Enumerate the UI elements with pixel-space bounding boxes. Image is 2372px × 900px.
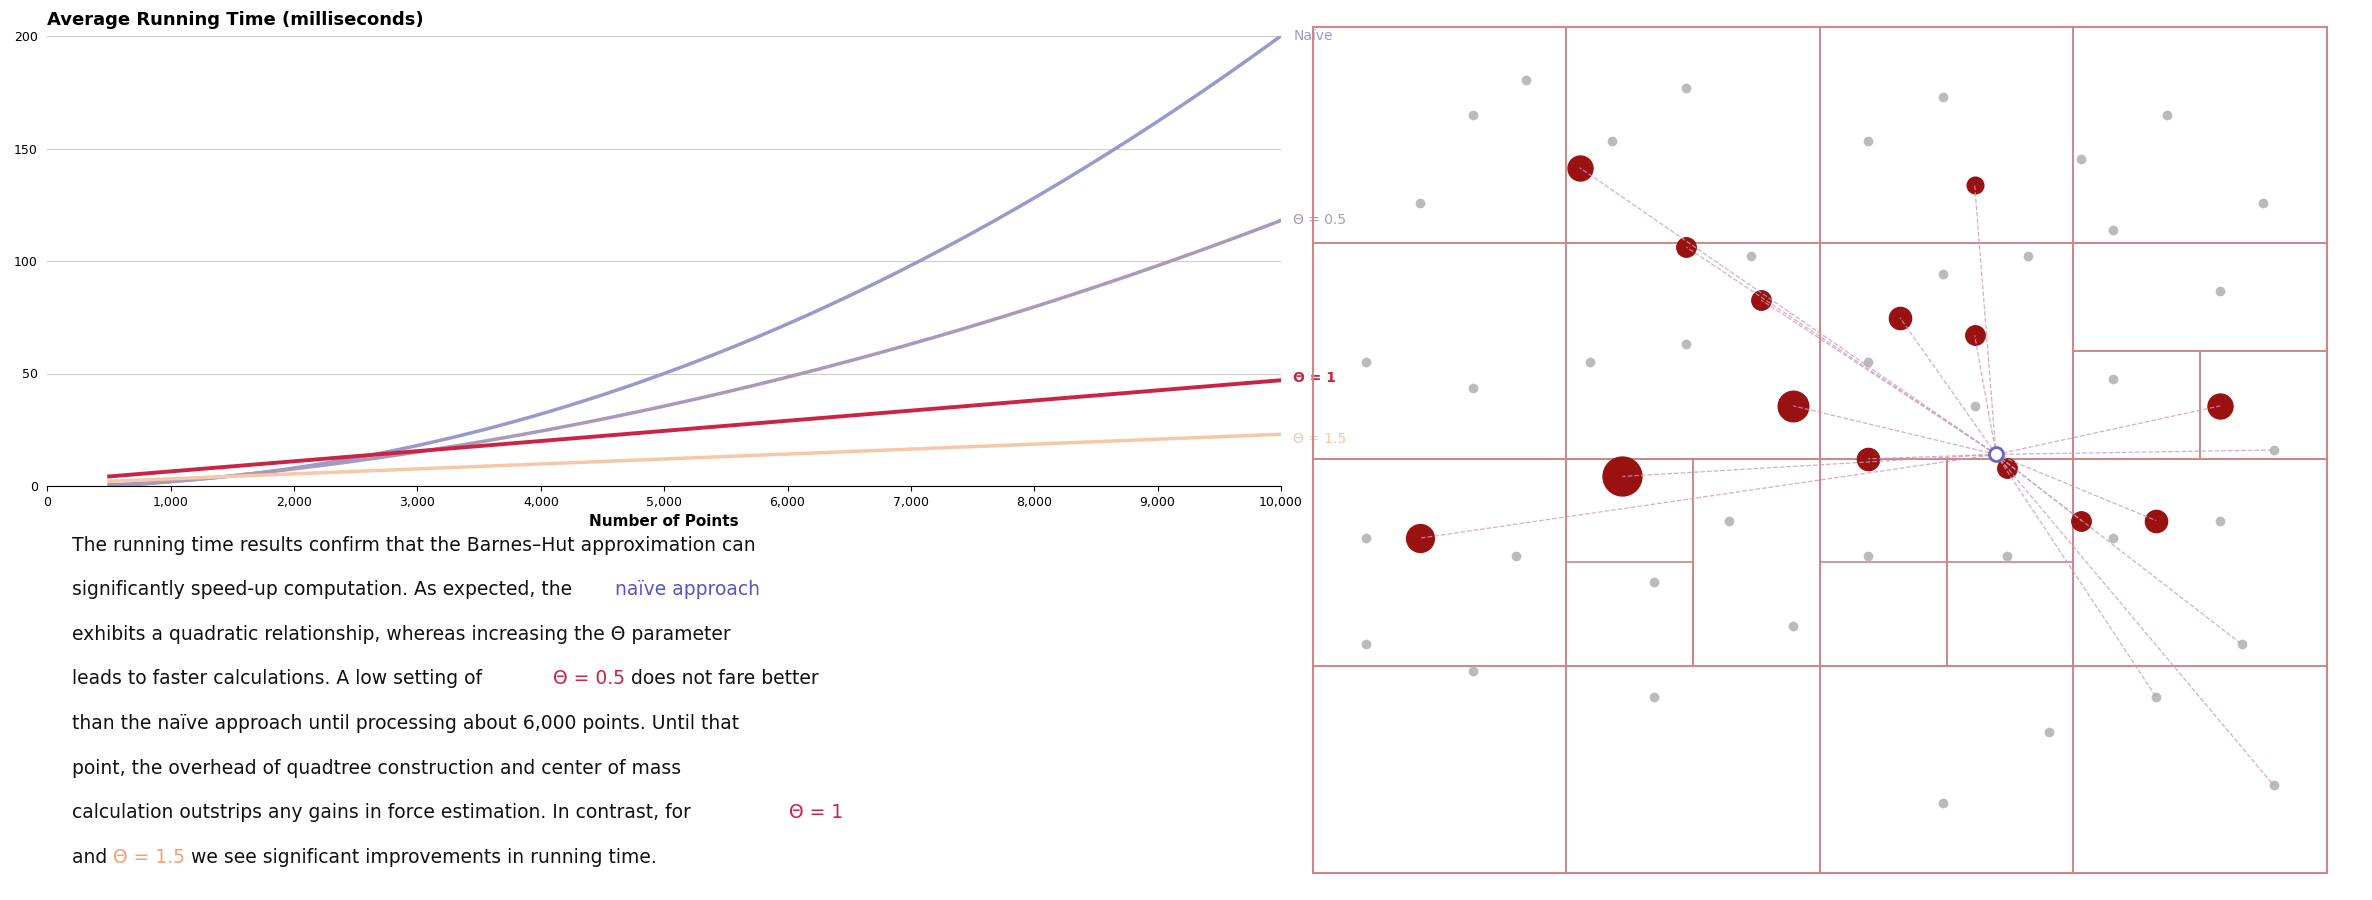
Text: exhibits a quadratic relationship, whereas increasing the Θ parameter: exhibits a quadratic relationship, where… <box>71 625 731 643</box>
Bar <box>1566 666 1819 873</box>
Text: Θ = 1: Θ = 1 <box>1293 371 1335 385</box>
Text: Θ = 1: Θ = 1 <box>790 804 842 823</box>
Bar <box>1566 562 1694 666</box>
Bar <box>1694 459 1819 666</box>
Text: point, the overhead of quadtree construction and center of mass: point, the overhead of quadtree construc… <box>71 759 681 778</box>
Text: naïve approach: naïve approach <box>614 580 759 599</box>
Text: Naïve: Naïve <box>1293 29 1333 43</box>
Bar <box>1819 459 1947 562</box>
Bar <box>2073 351 2201 459</box>
Bar <box>1819 666 2073 873</box>
Bar <box>1314 27 1819 459</box>
Text: Θ = 0.5: Θ = 0.5 <box>553 670 626 688</box>
Text: The running time results confirm that the Barnes–Hut approximation can: The running time results confirm that th… <box>71 536 757 554</box>
Text: calculation outstrips any gains in force estimation. In contrast, for: calculation outstrips any gains in force… <box>71 804 697 823</box>
Bar <box>1314 243 1566 459</box>
Text: does not fare better: does not fare better <box>624 670 818 688</box>
Bar <box>1314 27 1566 243</box>
X-axis label: Number of Points: Number of Points <box>588 514 740 529</box>
Bar <box>2073 243 2327 459</box>
Text: leads to faster calculations. A low setting of: leads to faster calculations. A low sett… <box>71 670 489 688</box>
Text: significantly speed-up computation. As expected, the: significantly speed-up computation. As e… <box>71 580 579 599</box>
Text: Θ = 1.5: Θ = 1.5 <box>1293 432 1347 446</box>
Bar <box>1819 27 2327 459</box>
Bar <box>2201 351 2327 459</box>
Text: we see significant improvements in running time.: we see significant improvements in runni… <box>185 848 657 867</box>
Text: Average Running Time (milliseconds): Average Running Time (milliseconds) <box>47 11 425 29</box>
Text: and: and <box>71 848 114 867</box>
Bar <box>1566 459 1819 666</box>
Bar <box>1566 27 1819 243</box>
Bar <box>1566 459 1694 666</box>
Text: Θ = 0.5: Θ = 0.5 <box>1293 213 1347 228</box>
Bar <box>1819 459 2327 873</box>
Bar <box>1314 459 1566 666</box>
Bar <box>1819 459 2073 666</box>
Bar <box>1819 27 2073 243</box>
Bar <box>2073 459 2327 666</box>
Bar <box>2073 243 2327 351</box>
Bar <box>2073 666 2327 873</box>
Bar <box>1819 243 2073 459</box>
Bar <box>2073 27 2327 243</box>
Text: Θ = 1.5: Θ = 1.5 <box>114 848 185 867</box>
Bar <box>1819 459 1947 666</box>
Bar <box>1947 459 2073 666</box>
Bar <box>1314 459 1819 873</box>
Bar <box>1314 666 1566 873</box>
Bar <box>1566 243 1819 459</box>
Text: than the naïve approach until processing about 6,000 points. Until that: than the naïve approach until processing… <box>71 714 740 734</box>
Bar <box>1947 459 2073 562</box>
